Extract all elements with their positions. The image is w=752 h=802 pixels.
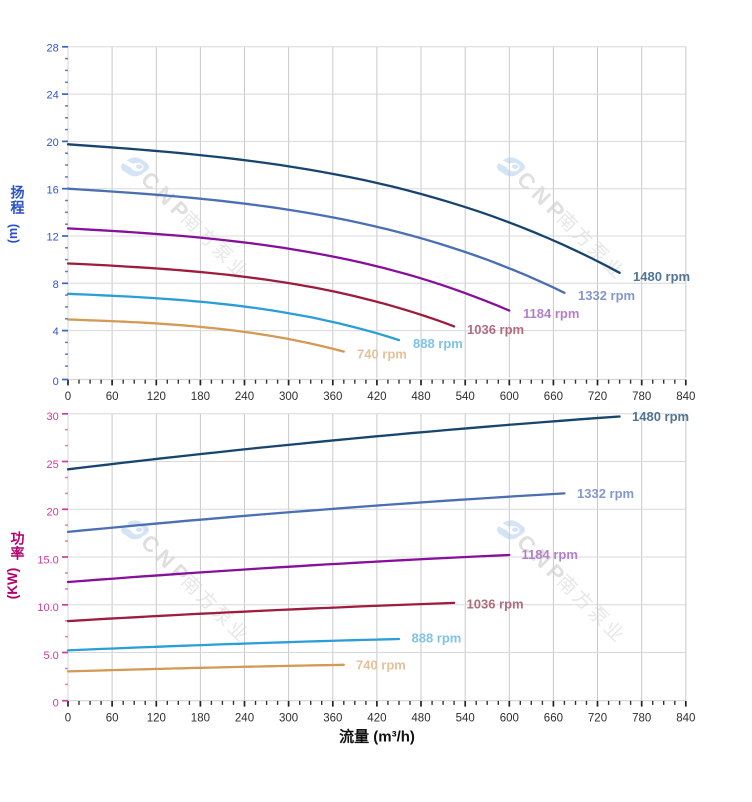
svg-text:12: 12: [47, 232, 59, 244]
svg-text:480: 480: [411, 391, 430, 403]
svg-text:4: 4: [53, 326, 59, 338]
svg-text:1184 rpm: 1184 rpm: [522, 547, 578, 562]
svg-text:780: 780: [632, 712, 651, 724]
svg-text:360: 360: [323, 712, 342, 724]
svg-text:5.0: 5.0: [44, 650, 59, 662]
svg-text:180: 180: [191, 712, 210, 724]
svg-text:240: 240: [235, 712, 254, 724]
svg-text:1480 rpm: 1480 rpm: [632, 409, 689, 424]
svg-text:740 rpm: 740 rpm: [357, 347, 407, 362]
svg-text:180: 180: [191, 391, 210, 403]
svg-text:程: 程: [11, 200, 25, 216]
svg-text:660: 660: [544, 391, 563, 403]
svg-text:300: 300: [279, 391, 298, 403]
svg-text:540: 540: [456, 712, 475, 724]
svg-text:0: 0: [53, 697, 59, 709]
svg-text:660: 660: [544, 712, 563, 724]
svg-text:1480 rpm: 1480 rpm: [633, 269, 690, 284]
svg-text:1184 rpm: 1184 rpm: [523, 306, 579, 321]
svg-text:0: 0: [53, 376, 59, 388]
svg-text:20: 20: [47, 137, 59, 149]
svg-text:率: 率: [11, 546, 25, 562]
svg-text:120: 120: [147, 391, 166, 403]
svg-text:840: 840: [676, 391, 695, 403]
svg-text:600: 600: [500, 712, 519, 724]
svg-text:8: 8: [53, 279, 59, 291]
svg-text:420: 420: [367, 391, 386, 403]
svg-text:540: 540: [456, 391, 475, 403]
svg-text:1332 rpm: 1332 rpm: [577, 486, 634, 501]
svg-text:120: 120: [147, 712, 166, 724]
svg-text:0: 0: [65, 712, 71, 724]
svg-text:1036 rpm: 1036 rpm: [467, 322, 524, 337]
svg-text:30: 30: [47, 411, 59, 423]
svg-text:720: 720: [588, 712, 607, 724]
svg-text:840: 840: [676, 712, 695, 724]
svg-text:0: 0: [65, 391, 71, 403]
svg-text:24: 24: [47, 90, 59, 102]
svg-text:1332 rpm: 1332 rpm: [578, 288, 635, 303]
svg-text:20: 20: [47, 507, 59, 519]
svg-text:240: 240: [235, 391, 254, 403]
svg-text:功: 功: [11, 531, 25, 547]
svg-text:10.0: 10.0: [37, 602, 58, 614]
svg-text:60: 60: [106, 391, 119, 403]
svg-text:780: 780: [632, 391, 651, 403]
svg-text:(KW): (KW): [5, 568, 20, 599]
svg-text:25: 25: [47, 459, 59, 471]
svg-text:(m): (m): [6, 224, 20, 243]
svg-text:888 rpm: 888 rpm: [413, 336, 463, 351]
svg-text:扬: 扬: [11, 185, 25, 201]
svg-text:888 rpm: 888 rpm: [412, 630, 462, 645]
svg-text:16: 16: [47, 184, 59, 196]
svg-text:740 rpm: 740 rpm: [356, 658, 406, 673]
svg-text:480: 480: [411, 712, 430, 724]
svg-text:300: 300: [279, 712, 298, 724]
svg-text:28: 28: [47, 42, 59, 54]
svg-text:1036 rpm: 1036 rpm: [467, 596, 524, 611]
svg-text:60: 60: [106, 712, 119, 724]
svg-text:15.0: 15.0: [37, 554, 58, 566]
svg-text:720: 720: [588, 391, 607, 403]
svg-text:360: 360: [323, 391, 342, 403]
svg-text:流量 (m³/h): 流量 (m³/h): [339, 728, 415, 746]
svg-text:420: 420: [367, 712, 386, 724]
svg-text:600: 600: [500, 391, 519, 403]
